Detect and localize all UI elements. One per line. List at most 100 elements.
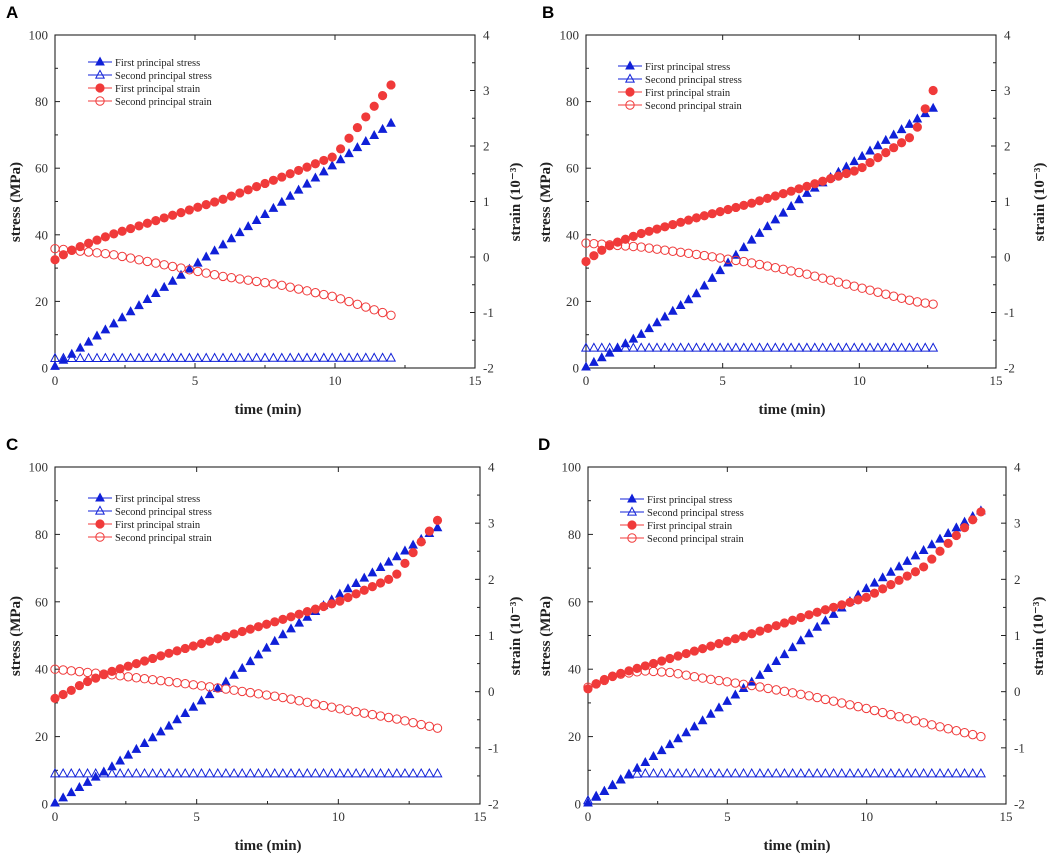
data-point xyxy=(235,188,245,198)
data-point xyxy=(218,271,228,282)
data-point xyxy=(310,699,321,709)
data-point xyxy=(689,672,700,682)
data-point xyxy=(715,342,726,352)
data-point xyxy=(591,679,601,689)
data-point xyxy=(976,731,986,742)
data-point xyxy=(386,117,396,127)
data-point xyxy=(628,241,639,252)
data-point xyxy=(770,342,781,352)
data-point xyxy=(640,767,651,778)
data-point xyxy=(615,774,626,784)
data-point xyxy=(172,714,182,724)
data-point xyxy=(351,577,361,587)
data-point xyxy=(722,342,734,352)
data-point xyxy=(820,694,831,705)
data-point xyxy=(125,306,136,316)
data-point xyxy=(383,712,394,723)
data-point xyxy=(408,767,419,778)
data-point xyxy=(147,674,158,685)
data-point xyxy=(844,767,855,778)
data-point xyxy=(920,342,931,352)
legend-marker xyxy=(625,87,635,97)
data-point xyxy=(139,656,150,666)
data-point xyxy=(951,530,961,541)
data-point xyxy=(596,342,607,352)
data-point xyxy=(845,700,855,710)
data-point xyxy=(691,249,702,260)
data-point xyxy=(260,277,270,288)
legend: First principal stress Second principal … xyxy=(618,60,743,112)
data-point xyxy=(802,181,812,191)
data-point xyxy=(656,745,667,755)
data-point xyxy=(50,797,60,807)
data-point xyxy=(794,194,804,204)
data-point xyxy=(779,618,790,628)
data-point xyxy=(58,250,69,260)
data-point xyxy=(344,148,354,158)
data-point xyxy=(377,307,388,318)
data-point xyxy=(632,663,642,673)
data-point xyxy=(139,674,150,684)
data-point xyxy=(134,221,144,231)
data-point xyxy=(920,298,930,308)
data-point xyxy=(762,261,773,271)
series-first-principal-strain xyxy=(581,85,938,267)
legend-item-second-principal-strain: Second principal strain xyxy=(88,532,213,544)
data-point xyxy=(604,347,615,357)
data-point xyxy=(386,310,396,320)
y-tick-label: 80 xyxy=(35,94,48,109)
data-point xyxy=(310,767,321,778)
data-point xyxy=(771,621,781,631)
panel-a: A time (min) stress (MPa) strain (10⁻³) … xyxy=(6,3,524,418)
data-point xyxy=(583,682,593,692)
data-point xyxy=(796,689,806,700)
data-point xyxy=(828,696,839,706)
data-point xyxy=(286,612,296,622)
data-point xyxy=(779,686,790,697)
data-point xyxy=(738,342,749,352)
data-point xyxy=(391,767,402,778)
data-point xyxy=(959,523,970,533)
data-point xyxy=(841,161,852,171)
data-point xyxy=(628,333,639,343)
data-point xyxy=(778,264,788,274)
data-point xyxy=(196,767,207,778)
data-point xyxy=(869,577,880,587)
data-point xyxy=(763,767,774,778)
legend-item-second-principal-stress: Second principal stress xyxy=(88,69,212,82)
legend-item-first-principal-stress: First principal stress xyxy=(88,56,200,69)
data-point xyxy=(896,138,907,148)
data-point xyxy=(683,215,694,225)
data-point xyxy=(804,691,814,701)
data-point xyxy=(50,693,60,704)
data-point xyxy=(167,352,178,362)
y2-tick-label: -1 xyxy=(1004,305,1015,320)
legend-marker xyxy=(95,532,105,542)
data-point xyxy=(968,729,978,740)
legend-marker xyxy=(627,520,637,530)
data-point xyxy=(754,196,765,206)
data-point xyxy=(386,80,396,90)
data-point xyxy=(201,200,211,210)
data-point xyxy=(318,352,329,362)
data-point xyxy=(82,767,93,778)
data-point xyxy=(926,539,937,549)
data-point xyxy=(369,101,379,111)
data-point xyxy=(253,767,264,778)
data-point xyxy=(278,629,288,639)
data-point xyxy=(656,667,667,677)
data-point xyxy=(894,711,904,722)
data-point xyxy=(285,282,295,292)
data-point xyxy=(294,767,305,778)
data-point xyxy=(392,714,402,724)
data-point xyxy=(151,215,161,226)
data-point xyxy=(335,704,345,714)
x-tick-label: 10 xyxy=(853,373,866,388)
data-point xyxy=(204,767,215,778)
data-point xyxy=(910,767,921,778)
legend-label: Second principal stress xyxy=(115,507,212,518)
data-point xyxy=(779,649,790,659)
legend-marker xyxy=(624,73,636,83)
data-point xyxy=(652,317,662,327)
data-point xyxy=(849,156,860,166)
